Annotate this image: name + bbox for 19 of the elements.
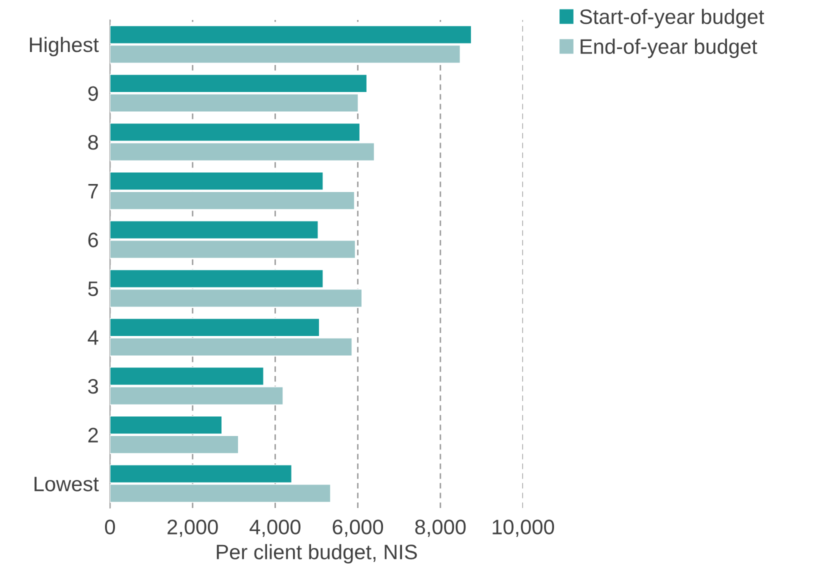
y-tick-label: 2 [88,428,98,442]
x-tick-label: 10,000 [492,520,554,537]
x-tick-label: 2,000 [168,520,218,537]
x-tick-label: 0 [105,520,115,534]
y-tick-label: 8 [88,135,98,150]
x-tick-label: 6,000 [332,520,384,537]
legend-label: End-of-year budget [580,38,758,58]
y-tick-label: 5 [88,282,98,296]
y-tick-label: Highest [30,36,99,56]
legend-label: Start-of-year budget [580,8,764,28]
y-tick-label: 9 [88,86,98,101]
y-tick-label: Lowest [34,476,99,492]
x-axis-title: Per client budget, NIS [216,544,417,564]
y-tick-label: 7 [88,184,98,198]
y-tick-label: 6 [88,232,98,248]
y-tick-label: 4 [88,330,98,345]
x-tick-label: 8,000 [415,520,466,537]
y-tick-label: 3 [88,379,98,394]
x-tick-label: 4,000 [250,520,300,537]
